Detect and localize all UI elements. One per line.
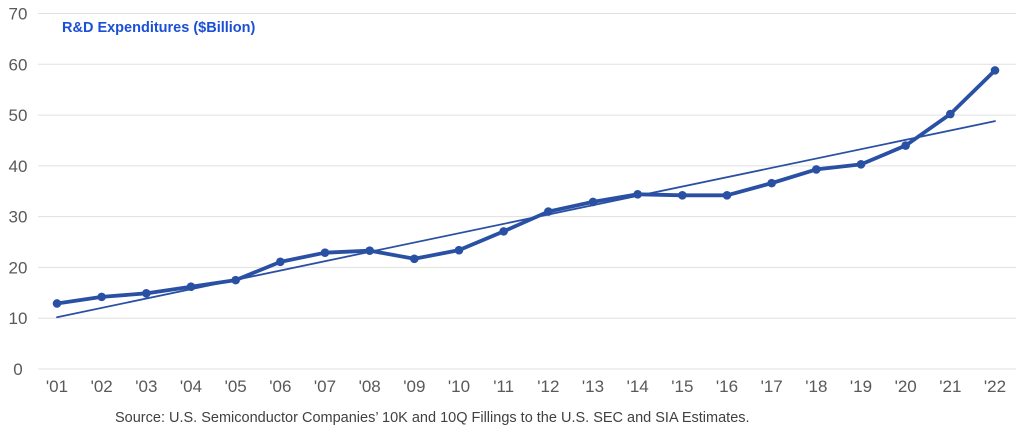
y-axis-tick-label: 20 [9,258,28,277]
data-point-marker [97,292,106,302]
data-line [55,68,997,306]
x-axis-tick-label: '13 [582,377,604,396]
y-axis-tick-label: 30 [9,208,28,227]
data-point-marker [990,66,1000,75]
x-axis-tick-label: '07 [314,377,336,396]
data-point-marker [544,207,553,216]
source-note: Source: U.S. Semiconductor Companies’ 10… [115,410,750,426]
data-point-marker [142,289,151,298]
x-axis-tick-label: '15 [671,377,693,396]
data-point-marker [722,191,732,200]
y-axis-tick-label: 10 [9,309,28,328]
y-axis-tick-label: 0 [13,360,22,379]
data-point-marker [52,299,62,308]
data-point-marker [633,189,642,199]
x-axis-tick-label: '12 [537,377,559,396]
x-axis-tick-label: '21 [939,377,961,396]
data-point-marker [767,178,776,188]
x-axis-tick-label: '19 [850,377,872,396]
x-axis-tick-label: '08 [359,377,381,396]
y-axis-tick-label: 50 [9,106,28,125]
data-point-marker [678,191,687,200]
x-axis-tick-label: '09 [403,377,425,396]
data-point-marker [812,165,821,174]
x-axis-tick-label: '10 [448,377,470,396]
chart-title: R&D Expenditures ($Billion) [62,20,256,36]
data-point-marker [231,275,240,285]
x-axis-tick-label: '04 [180,377,202,396]
data-line-group [55,68,997,306]
x-axis-tick-label: '11 [493,377,514,396]
x-axis-tick-label: '18 [805,377,827,396]
x-axis-tick-label: '20 [895,377,917,396]
data-point-marker [410,254,419,264]
gridlines [38,13,1016,370]
data-point-marker [946,109,955,119]
x-axis-tick-label: '06 [269,377,291,396]
x-axis-tick-label: '01 [46,377,68,396]
x-axis-tick-label: '14 [627,377,649,396]
data-point-markers [52,66,1000,308]
data-point-marker [186,282,196,292]
x-axis-tick-label: '16 [716,377,738,396]
trend-line-group [56,120,996,319]
y-axis-tick-label: 60 [9,55,28,74]
data-point-marker [320,248,330,258]
y-axis-tick-labels: 0 10 20 30 40 50 60 70 [9,5,28,380]
data-point-marker [499,227,508,236]
x-axis-tick-label: '03 [135,377,157,396]
x-axis-tick-labels: '01 '02 '03 '04 '05 '06 '07 '08 '09 '10 '11 '12 '13 '… [46,377,1006,396]
data-point-marker [365,246,374,255]
y-axis-tick-label: 40 [9,157,28,176]
data-point-marker [276,257,285,267]
trend-line [56,120,996,319]
data-point-marker [901,141,910,150]
x-axis-tick-label: '17 [761,377,783,396]
x-axis-tick-label: '02 [91,377,113,396]
x-axis-tick-label: '05 [225,377,247,396]
data-point-marker [588,197,598,207]
y-axis-tick-label: 70 [9,5,28,24]
x-axis-tick-label: '22 [984,377,1006,396]
data-point-marker [454,245,464,255]
data-point-marker [856,160,866,169]
